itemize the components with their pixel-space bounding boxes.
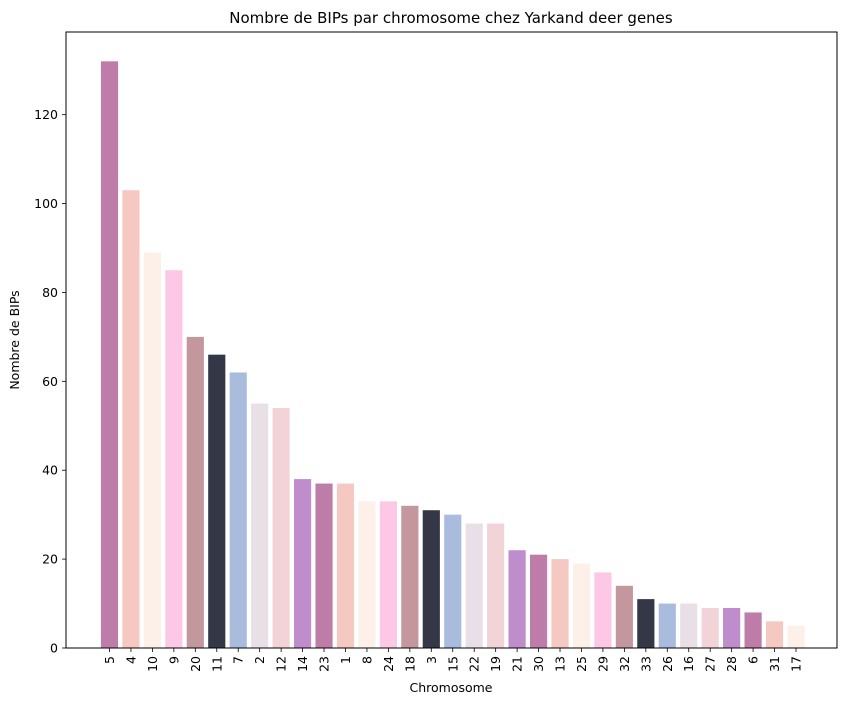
x-tick-label: 23	[317, 656, 332, 672]
x-tick-label: 24	[381, 656, 396, 672]
bar-chromosome-29	[594, 572, 612, 648]
bar-chromosome-28	[723, 608, 741, 648]
bar-chromosome-32	[615, 585, 633, 648]
bar-chromosome-26	[658, 603, 676, 648]
y-tick-label: 120	[34, 107, 58, 122]
x-tick-label: 15	[445, 656, 460, 672]
x-tick-label: 19	[488, 656, 503, 672]
bar-chromosome-16	[680, 603, 698, 648]
y-ticks-group: 0 20 40 60 80 100 120	[34, 107, 66, 656]
x-tick-label: 18	[402, 656, 417, 672]
bar-chromosome-11	[208, 354, 226, 648]
y-tick-label: 0	[50, 641, 58, 656]
x-tick-label: 25	[574, 656, 589, 672]
bar-chromosome-14	[294, 479, 312, 648]
y-tick-label: 20	[42, 552, 58, 567]
x-tick-label: 32	[617, 656, 632, 672]
bar-chromosome-23	[315, 483, 333, 648]
x-tick-label: 29	[595, 656, 610, 672]
bar-chromosome-6	[744, 612, 762, 648]
x-tick-label: 11	[209, 656, 224, 672]
bar-chromosome-15	[444, 514, 462, 648]
x-tick-label: 8	[359, 656, 374, 664]
bar-chromosome-31	[765, 621, 784, 648]
x-tick-label: 31	[767, 656, 782, 672]
x-tick-label: 2	[252, 656, 267, 664]
x-tick-label: 10	[145, 656, 160, 672]
bar-chromosome-3	[422, 510, 440, 648]
x-tick-label: 27	[703, 656, 718, 672]
bar-chromosome-9	[165, 270, 183, 648]
bar-chromosome-24	[379, 501, 397, 648]
bar-chromosome-12	[272, 408, 290, 648]
x-tick-label: 30	[531, 656, 546, 672]
x-axis-label: Chromosome	[409, 680, 492, 695]
bar-chromosome-7	[229, 372, 247, 648]
x-ticks-group: 5 4 10 9 20 11 7 2 12 14 23 1 8 24 18 3 15 22 19 21 30 13 25 29…	[102, 648, 804, 672]
x-tick-label: 6	[746, 656, 761, 664]
y-tick-label: 40	[42, 463, 58, 478]
bar-chromosome-33	[637, 599, 655, 648]
plot-frame	[65, 31, 838, 649]
x-tick-label: 26	[660, 656, 675, 672]
bar-chromosome-18	[401, 505, 419, 648]
x-tick-label: 5	[102, 656, 117, 664]
y-tick-label: 80	[42, 285, 58, 300]
x-tick-label: 4	[123, 656, 138, 664]
x-tick-label: 22	[467, 656, 482, 672]
x-tick-label: 28	[724, 656, 739, 672]
bar-chromosome-25	[572, 563, 591, 648]
bars-group	[100, 61, 805, 648]
x-tick-label: 20	[188, 656, 203, 672]
bar-chromosome-8	[358, 501, 376, 648]
x-tick-label: 33	[638, 656, 653, 672]
x-tick-label: 17	[789, 656, 804, 672]
bar-chromosome-27	[701, 608, 719, 648]
x-tick-label: 7	[231, 656, 246, 664]
bar-chromosome-13	[551, 559, 569, 648]
bar-chromosome-4	[122, 190, 140, 648]
bar-chromosome-30	[529, 554, 548, 648]
x-tick-label: 16	[681, 656, 696, 672]
bar-chromosome-20	[186, 336, 204, 648]
bar-chromosome-1	[336, 483, 355, 648]
y-tick-label: 60	[42, 374, 58, 389]
y-tick-label: 100	[34, 196, 58, 211]
bar-chromosome-5	[100, 61, 119, 648]
y-axis-label: Nombre de BIPs	[7, 290, 22, 389]
x-tick-label: 14	[295, 656, 310, 672]
x-tick-label: 9	[166, 656, 181, 664]
x-tick-label: 21	[510, 656, 525, 672]
bar-chromosome-10	[143, 252, 161, 648]
bar-chromosome-21	[508, 550, 526, 648]
bar-chromosome-17	[787, 625, 805, 648]
x-tick-label: 12	[274, 656, 289, 672]
bar-chromosome-2	[251, 403, 269, 648]
x-tick-label: 13	[553, 656, 568, 672]
chart-title: Nombre de BIPs par chromosome chez Yarka…	[229, 9, 673, 27]
x-tick-label: 3	[424, 656, 439, 664]
bar-chromosome-19	[487, 523, 505, 648]
bar-chromosome-22	[465, 523, 483, 648]
x-tick-label: 1	[338, 656, 353, 664]
